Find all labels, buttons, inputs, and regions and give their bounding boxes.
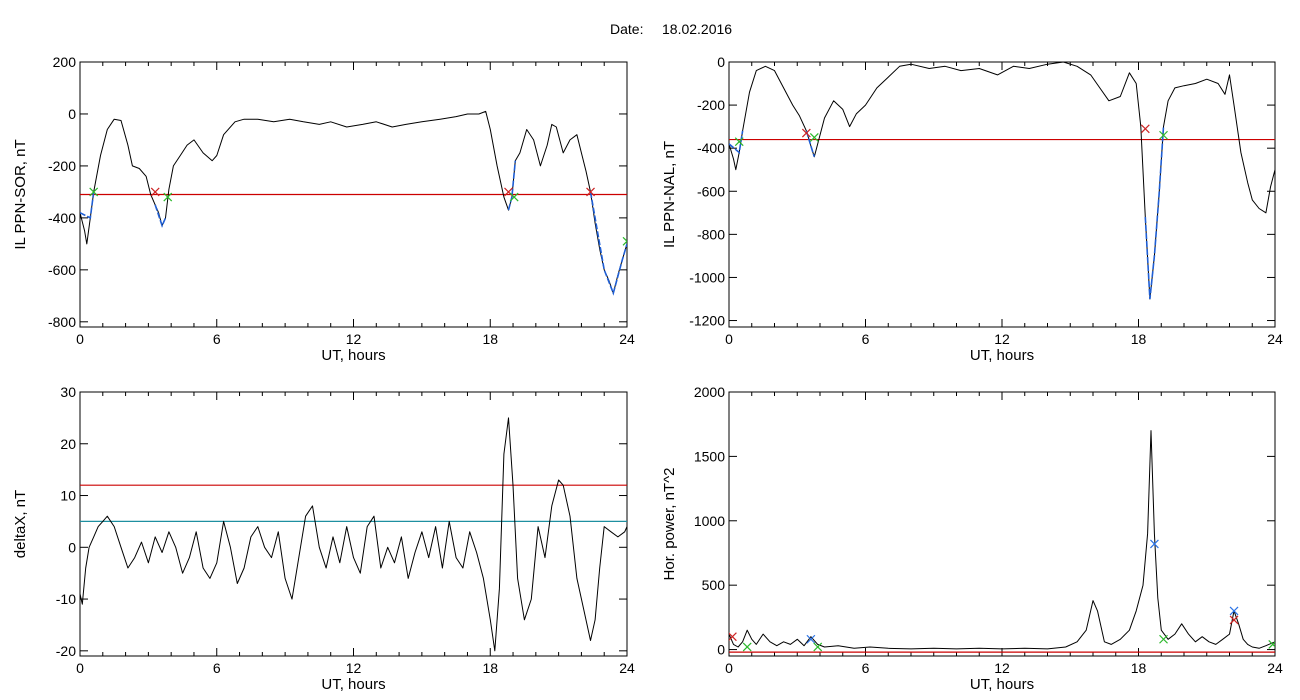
- event-marker-end: [1159, 130, 1168, 140]
- panel-deltax: 0 6 12 18 24 30 20 10 0 -10 -20 UT, hours deltaX, nT: [12, 384, 635, 693]
- y-tick-label: 30: [60, 384, 76, 400]
- figure-header: Date: 18.02.2016: [610, 21, 732, 37]
- x-tick-label: 18: [1131, 331, 1147, 347]
- x-axis-label: UT, hours: [321, 347, 385, 364]
- plot-area: [729, 62, 1275, 300]
- x-tick-label: 18: [482, 331, 498, 347]
- y-tick-label: 1000: [694, 513, 725, 529]
- series-line: [80, 417, 627, 652]
- date-value: 18.02.2016: [662, 21, 732, 37]
- event-marker-start: [586, 187, 595, 197]
- x-axis-label: UT, hours: [970, 347, 1034, 364]
- event-segment: [1144, 126, 1165, 300]
- y-tick-label: 10: [60, 488, 76, 504]
- event-marker-end: [734, 137, 744, 147]
- y-tick-label: 1500: [694, 448, 725, 464]
- x-tick-label: 6: [213, 660, 221, 676]
- y-axis-label: deltaX, nT: [12, 490, 29, 558]
- event-segment: [154, 204, 167, 228]
- y-tick-label: -1200: [689, 313, 725, 329]
- x-tick-label: 24: [1267, 660, 1283, 676]
- date-label: Date:: [610, 21, 643, 37]
- x-tick-label: 12: [346, 660, 362, 676]
- y-tick-label: 200: [53, 54, 77, 70]
- y-axis-label: IL PPN-SOR, nT: [12, 139, 29, 249]
- y-tick-label: -20: [56, 643, 76, 659]
- panel-il-nal: 0 6 12 18 24 0 -200 -400 -600 -800 -1000 -1200 UT, h…: [661, 54, 1283, 364]
- x-axis-label: UT, hours: [321, 676, 385, 693]
- x-tick-label: 12: [994, 660, 1010, 676]
- y-tick-label: -1000: [689, 269, 725, 285]
- x-tick-label: 24: [1267, 331, 1283, 347]
- plot-frame: [728, 61, 1276, 328]
- event-marker-end: [89, 187, 99, 197]
- y-tick-label: 0: [717, 54, 725, 70]
- event-marker-end: [163, 192, 173, 202]
- y-tick-label: -400: [48, 210, 76, 226]
- panel-hor-power: 0 6 12 18 24 2000 1500 1000 500 0 UT, hours Hor. po…: [661, 384, 1283, 693]
- y-tick-label: -10: [56, 591, 76, 607]
- event-marker-end: [1268, 639, 1275, 649]
- y-axis-label: IL PPN-NAL, nT: [661, 141, 678, 248]
- event-marker-start: [729, 632, 737, 642]
- series-line: [729, 62, 1275, 300]
- event-segment: [805, 130, 816, 158]
- x-tick-label: 0: [725, 660, 733, 676]
- event-marker-end: [509, 192, 519, 202]
- y-tick-label: 0: [68, 106, 76, 122]
- x-tick-label: 0: [76, 660, 84, 676]
- series-line: [80, 110, 627, 294]
- y-tick-label: 20: [60, 436, 76, 452]
- plot-area: [80, 417, 627, 652]
- x-tick-label: 24: [619, 660, 635, 676]
- event-marker-start: [801, 128, 811, 138]
- y-tick-label: 0: [717, 642, 725, 658]
- x-tick-label: 18: [1131, 660, 1147, 676]
- event-marker-peak: [1229, 606, 1239, 616]
- y-tick-label: 500: [702, 577, 726, 593]
- x-tick-label: 18: [482, 660, 498, 676]
- y-tick-label: -800: [697, 226, 725, 242]
- event-segment: [589, 191, 627, 296]
- y-tick-label: 0: [68, 539, 76, 555]
- event-marker-end: [813, 642, 823, 652]
- event-segment: [507, 160, 517, 211]
- y-tick-label: 2000: [694, 384, 725, 400]
- x-tick-label: 24: [619, 331, 635, 347]
- x-tick-label: 12: [346, 331, 362, 347]
- y-tick-label: -600: [697, 183, 725, 199]
- event-marker-start: [1229, 615, 1239, 625]
- plot-area: [729, 430, 1275, 653]
- y-tick-label: -400: [697, 140, 725, 156]
- y-tick-label: -600: [48, 262, 76, 278]
- series-line: [729, 430, 1275, 650]
- plot-frame: [79, 391, 628, 657]
- y-tick-label: -800: [48, 314, 76, 330]
- event-segment: [80, 191, 95, 220]
- x-tick-label: 6: [213, 331, 221, 347]
- event-marker-end: [742, 642, 752, 652]
- x-tick-label: 12: [994, 331, 1010, 347]
- event-marker-start: [1140, 124, 1150, 134]
- x-tick-label: 6: [862, 660, 870, 676]
- event-segment: [729, 130, 744, 155]
- plot-frame: [728, 391, 1276, 657]
- y-tick-label: -200: [697, 97, 725, 113]
- y-tick-label: -200: [48, 158, 76, 174]
- x-tick-label: 0: [725, 331, 733, 347]
- event-marker-end: [622, 236, 627, 246]
- x-tick-label: 6: [862, 331, 870, 347]
- panel-il-sor: 0 6 12 18 24 200 0 -200 -400 -600 -800 UT, hours IL …: [12, 54, 635, 364]
- event-marker-peak: [1150, 539, 1159, 549]
- plot-area: [80, 110, 627, 296]
- x-tick-label: 0: [76, 331, 84, 347]
- event-marker-end: [809, 132, 819, 142]
- x-axis-label: UT, hours: [970, 676, 1034, 693]
- event-marker-end: [1159, 634, 1168, 644]
- y-axis-label: Hor. power, nT^2: [661, 468, 678, 581]
- event-marker-peak: [806, 634, 816, 644]
- event-marker-start: [150, 187, 160, 197]
